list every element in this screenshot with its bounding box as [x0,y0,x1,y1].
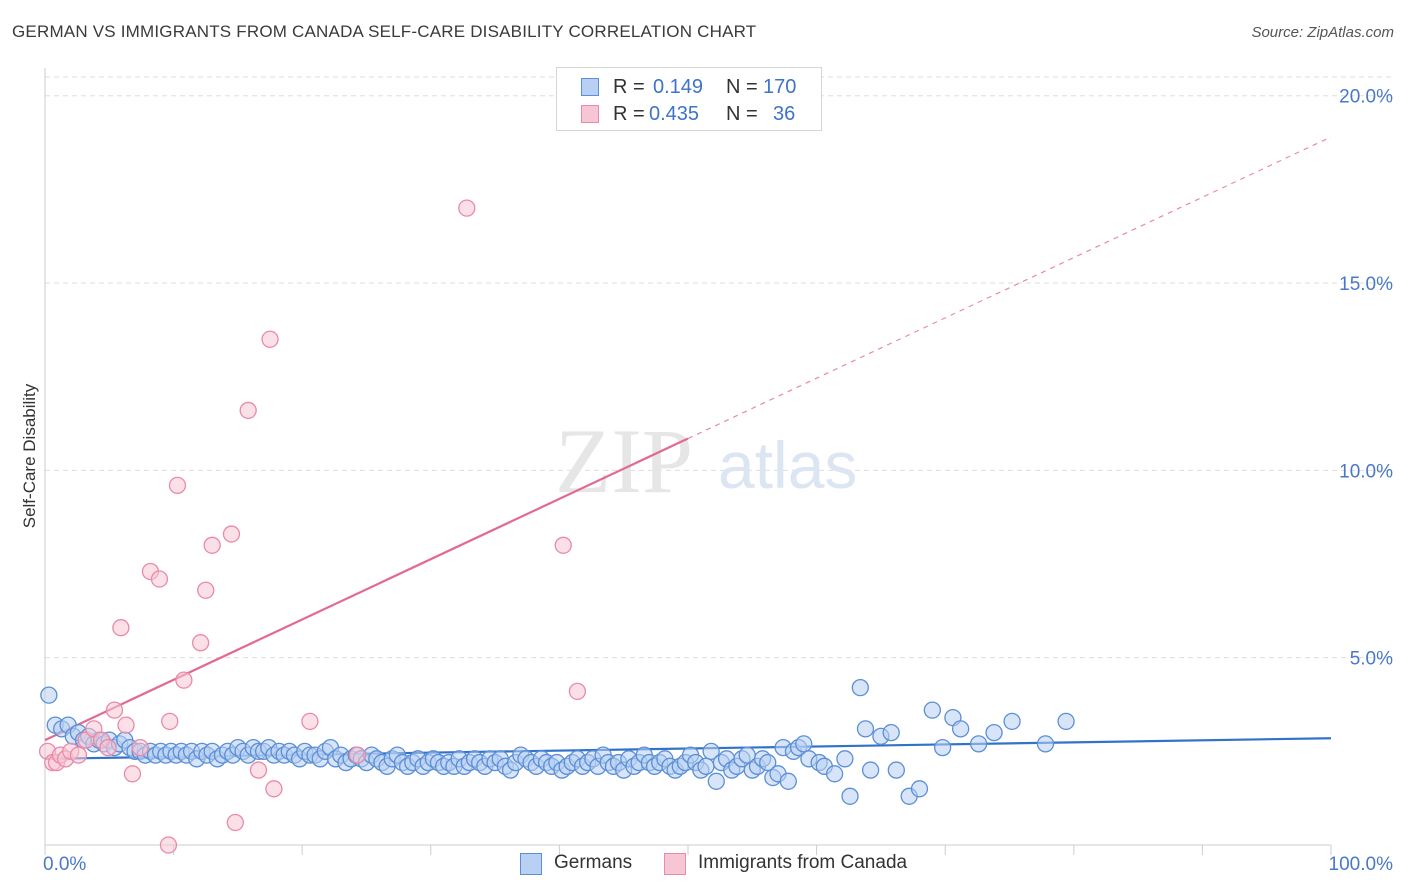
german-point [40,686,58,704]
tick-labels: 5.0% 10.0% 15.0% 20.0% 0.0% 100.0% [43,87,1393,875]
immigrant-point [168,476,187,495]
immigrant-point [69,746,88,764]
immigrant-point [191,634,210,652]
german-point [697,757,715,775]
german-point [887,761,905,779]
chart-source: Source: ZipAtlas.com [1251,24,1394,41]
german-point [969,735,988,753]
legend-r-value: 0.435 [649,103,700,125]
legend-r-label: R = [613,103,645,125]
german-point [759,753,777,772]
legend-box: R = 0.149 N = 170 R = 0.435 N = 36 [556,67,822,131]
immigrant-point [99,738,117,757]
german-point [882,723,900,742]
german-point [856,720,875,738]
immigrant-point [249,761,268,779]
immigrant-point [301,712,319,731]
x-tick-label: 100.0% [1329,854,1394,875]
legend-swatch-pink [581,105,599,123]
immigrant-point [159,836,178,854]
immigrant-point [197,581,215,599]
german-point [841,787,859,805]
immigrants-trend-line [44,437,689,742]
watermark-atlas: atlas [718,428,857,502]
german-point [851,679,869,697]
immigrant-point [112,619,130,637]
axes [44,68,1332,855]
watermark: ZIP atlas [555,410,857,512]
immigrant-point [131,738,149,757]
german-point [1057,712,1075,731]
german-point [1003,712,1021,731]
immigrant-point [105,701,124,719]
legend-swatch-blue [520,853,542,875]
legend-series-name: Immigrants from Canada [698,852,908,873]
legend-swatch-blue [581,78,599,96]
immigrant-point [458,199,476,217]
data-points [38,199,1075,854]
immigrant-point [554,536,572,554]
legend-r-label: R = [613,76,645,98]
legend-r-value: 0.149 [653,76,704,98]
german-point [951,720,970,738]
german-point [910,780,929,798]
immigrant-point [348,746,367,764]
immigrant-point [161,712,179,731]
immigrant-point [265,780,283,798]
legend-series-name: Germans [554,852,633,873]
german-point [861,761,880,779]
chart-title: GERMAN VS IMMIGRANTS FROM CANADA SELF-CA… [12,22,757,41]
immigrants-trend-extension [687,136,1332,440]
immigrant-point [226,813,244,832]
legend-n-label: N = [726,76,758,98]
german-point [985,723,1003,742]
german-point [933,738,952,757]
legend-swatch-pink [664,853,686,875]
grid [45,76,1395,659]
german-point [1036,735,1055,753]
immigrant-point [568,682,587,701]
watermark-zip: ZIP [555,410,693,512]
y-tick-label: 20.0% [1339,87,1393,108]
german-point [795,735,813,753]
immigrant-point [203,536,221,554]
legend-n-value: 36 [773,103,796,125]
y-tick-label: 10.0% [1339,461,1393,482]
german-point [702,742,720,760]
german-point [825,765,844,783]
x-tick-label: 0.0% [43,854,86,875]
immigrant-point [261,330,279,348]
y-tick-label: 5.0% [1350,649,1393,670]
german-point [707,772,725,790]
immigrant-point [175,671,193,689]
y-tick-label: 15.0% [1339,274,1393,295]
german-point [923,701,941,719]
legend-n-label: N = [726,103,758,125]
immigrant-point [239,401,257,420]
german-point [779,772,797,790]
immigrant-point [123,765,142,783]
immigrant-point [222,525,241,543]
immigrant-point [150,570,169,588]
german-point [836,750,854,768]
legend-n-value: 170 [763,76,797,98]
y-axis-label: Self-Care Disability [20,383,39,528]
immigrant-point [117,716,135,734]
